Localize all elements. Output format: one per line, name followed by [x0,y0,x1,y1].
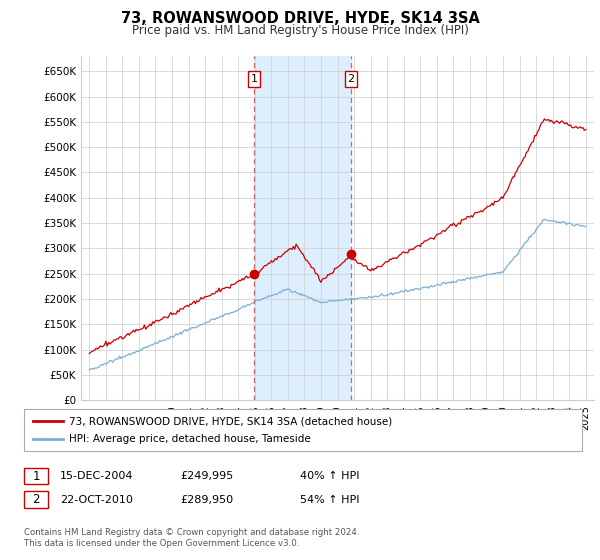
Text: 73, ROWANSWOOD DRIVE, HYDE, SK14 3SA (detached house): 73, ROWANSWOOD DRIVE, HYDE, SK14 3SA (de… [69,417,392,426]
Text: £249,995: £249,995 [180,471,233,481]
Text: 1: 1 [32,469,40,483]
Text: 2: 2 [32,493,40,506]
Text: 73, ROWANSWOOD DRIVE, HYDE, SK14 3SA: 73, ROWANSWOOD DRIVE, HYDE, SK14 3SA [121,11,479,26]
Text: 40% ↑ HPI: 40% ↑ HPI [300,471,359,481]
Text: HPI: Average price, detached house, Tameside: HPI: Average price, detached house, Tame… [69,434,311,444]
Text: 2: 2 [347,74,355,84]
Text: This data is licensed under the Open Government Licence v3.0.: This data is licensed under the Open Gov… [24,539,299,548]
Text: Price paid vs. HM Land Registry's House Price Index (HPI): Price paid vs. HM Land Registry's House … [131,24,469,36]
Text: £289,950: £289,950 [180,494,233,505]
Text: 22-OCT-2010: 22-OCT-2010 [60,494,133,505]
Text: Contains HM Land Registry data © Crown copyright and database right 2024.: Contains HM Land Registry data © Crown c… [24,528,359,536]
Text: 54% ↑ HPI: 54% ↑ HPI [300,494,359,505]
Text: 15-DEC-2004: 15-DEC-2004 [60,471,133,481]
Text: 1: 1 [251,74,257,84]
Bar [254,56,351,400]
